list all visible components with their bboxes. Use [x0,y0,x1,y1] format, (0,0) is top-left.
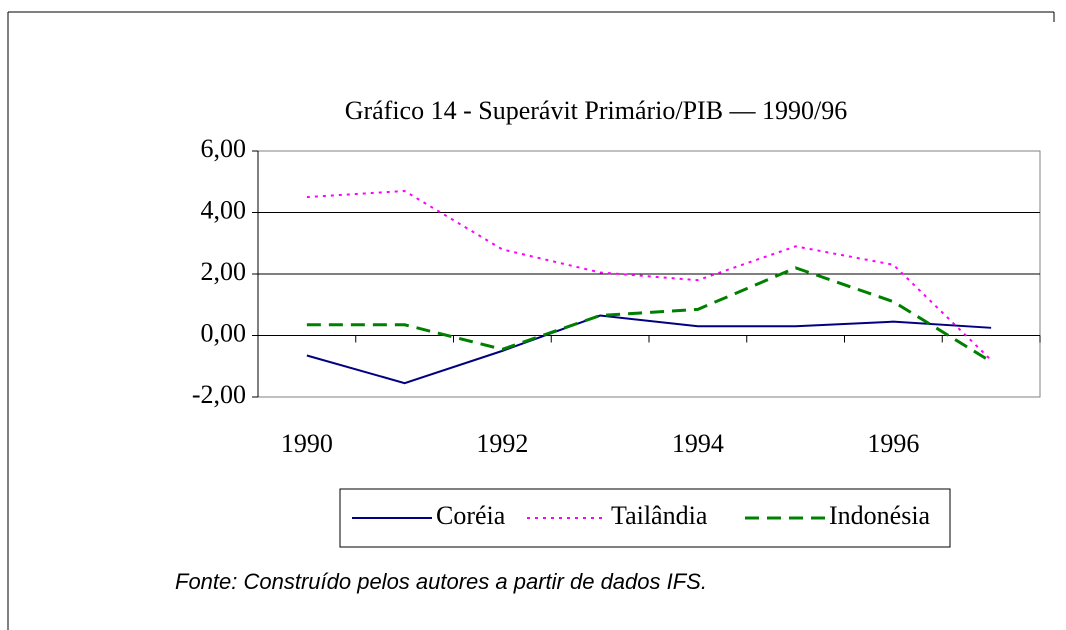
series-line [306,314,992,385]
y-tick-label: -2,00 [192,380,246,409]
source-note: Fonte: Construído pelos autores a partir… [175,569,707,594]
y-tick-label: 0,00 [201,318,247,347]
x-tick-label: 1990 [281,429,333,458]
legend-label: Coréia [436,501,506,530]
y-tick-label: 2,00 [201,257,247,286]
y-tick-label: 6,00 [201,134,247,163]
legend-label: Indonésia [829,501,931,530]
x-tick-label: 1994 [672,429,724,458]
legend-label: Tailândia [611,501,708,530]
chart-title: Gráfico 14 - Superávit Primário/PIB — 19… [345,96,848,125]
series-line [306,266,992,363]
x-tick-label: 1992 [476,429,528,458]
x-tick-label: 1996 [867,429,919,458]
series-line [306,189,992,361]
y-tick-label: 4,00 [201,195,247,224]
legend [339,488,951,548]
